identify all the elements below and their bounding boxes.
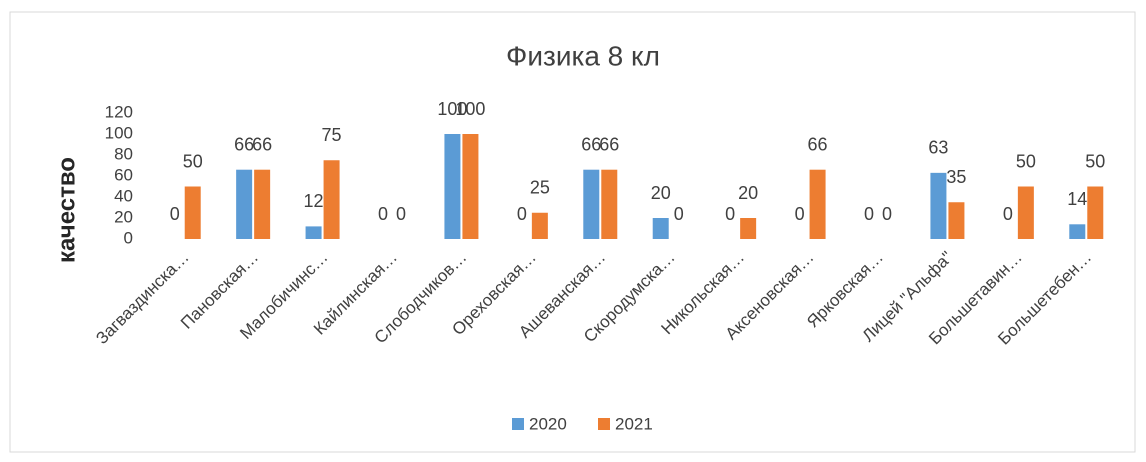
data-label: 20	[651, 183, 671, 203]
y-tick-label: 60	[114, 165, 133, 184]
bar	[1087, 186, 1104, 239]
bar	[1017, 186, 1034, 239]
bar	[462, 134, 479, 239]
y-tick-label: 20	[114, 207, 133, 226]
bar	[444, 134, 461, 239]
legend-swatch	[598, 418, 610, 430]
legend-label: 2021	[615, 414, 653, 433]
data-label: 0	[674, 204, 684, 224]
bar	[652, 218, 669, 239]
y-tick-label: 100	[105, 123, 133, 142]
data-label: 50	[1016, 151, 1036, 171]
data-label: 100	[455, 99, 485, 119]
data-label: 0	[882, 204, 892, 224]
data-label: 66	[252, 134, 272, 154]
bar	[948, 202, 965, 239]
data-label: 0	[795, 204, 805, 224]
y-tick-label: 120	[105, 102, 133, 121]
bar	[254, 169, 271, 239]
legend-swatch	[512, 418, 524, 430]
data-label: 0	[396, 204, 406, 224]
bar	[184, 186, 201, 239]
bar	[601, 169, 618, 239]
data-label: 0	[725, 204, 735, 224]
y-tick-label: 40	[114, 186, 133, 205]
bar	[583, 169, 600, 239]
bar	[236, 169, 253, 239]
y-tick-label: 0	[124, 228, 133, 247]
data-label: 50	[1085, 151, 1105, 171]
data-label: 66	[234, 134, 254, 154]
data-label: 0	[517, 204, 527, 224]
bar	[930, 172, 947, 239]
y-tick-label: 80	[114, 144, 133, 163]
bar	[323, 160, 340, 239]
data-label: 35	[946, 167, 966, 187]
data-label: 20	[738, 183, 758, 203]
chart-border	[9, 11, 1136, 453]
bar	[1069, 224, 1086, 239]
data-label: 63	[928, 138, 948, 158]
data-label: 0	[170, 204, 180, 224]
data-label: 12	[304, 191, 324, 211]
data-label: 50	[183, 151, 203, 171]
data-label: 100	[437, 99, 467, 119]
bar	[305, 226, 322, 239]
bar	[531, 212, 548, 239]
data-label: 66	[808, 134, 828, 154]
data-label: 14	[1067, 189, 1087, 209]
bar	[809, 169, 826, 239]
data-label: 0	[1003, 204, 1013, 224]
y-axis-label: качество	[53, 157, 80, 263]
chart-title: Физика 8 кл	[506, 40, 660, 71]
data-label: 66	[599, 134, 619, 154]
data-label: 0	[378, 204, 388, 224]
data-label: 0	[864, 204, 874, 224]
data-label: 66	[581, 134, 601, 154]
bar	[740, 218, 757, 239]
data-label: 75	[322, 125, 342, 145]
data-label: 25	[530, 178, 550, 198]
legend-label: 2020	[529, 414, 567, 433]
